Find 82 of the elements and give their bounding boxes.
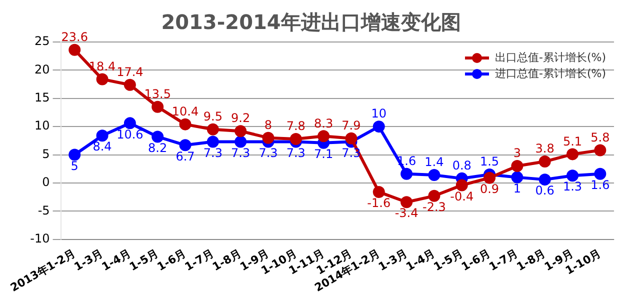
data-label: 5 bbox=[70, 158, 78, 173]
point bbox=[511, 160, 524, 172]
point bbox=[428, 169, 440, 182]
data-label: 9.2 bbox=[231, 111, 250, 126]
data-label: -2.3 bbox=[422, 200, 446, 214]
data-label: 7.3 bbox=[231, 146, 250, 160]
point bbox=[372, 186, 385, 198]
data-label: 7.8 bbox=[286, 119, 306, 134]
point bbox=[566, 170, 579, 182]
data-label: 3.8 bbox=[535, 142, 554, 156]
point bbox=[179, 118, 192, 130]
data-label: 5.1 bbox=[562, 134, 582, 148]
y-tick-label: 0 bbox=[42, 175, 50, 190]
point bbox=[400, 196, 413, 208]
point bbox=[428, 190, 440, 202]
point bbox=[566, 148, 579, 160]
data-label: 0.8 bbox=[452, 158, 472, 173]
point bbox=[262, 132, 274, 144]
data-label: 1.3 bbox=[562, 180, 582, 194]
data-label: 10.6 bbox=[116, 127, 144, 142]
point bbox=[538, 156, 551, 168]
point bbox=[68, 44, 81, 56]
point bbox=[179, 139, 192, 152]
point bbox=[206, 123, 219, 136]
y-tick-label: 20 bbox=[34, 62, 50, 76]
point bbox=[206, 136, 219, 148]
y-tick-label: 10 bbox=[34, 118, 50, 133]
data-label: 8.2 bbox=[148, 140, 168, 155]
legend-label: 进口总值-累计增长(%) bbox=[494, 66, 606, 80]
point bbox=[96, 130, 108, 142]
point bbox=[594, 144, 606, 156]
data-label: 8.4 bbox=[92, 140, 112, 154]
chart-title: 2013-2014年进出口增速变化图 bbox=[161, 10, 461, 34]
data-label: 1.6 bbox=[590, 178, 610, 192]
point bbox=[234, 136, 247, 148]
data-label: 7.3 bbox=[258, 146, 278, 160]
point bbox=[456, 179, 468, 192]
point bbox=[511, 171, 524, 184]
data-label: 10.4 bbox=[172, 104, 199, 118]
data-label: 0.6 bbox=[535, 184, 554, 198]
data-label: 8.3 bbox=[314, 116, 334, 130]
point bbox=[538, 174, 551, 186]
point bbox=[290, 132, 302, 145]
data-label: 8 bbox=[264, 118, 272, 132]
y-tick-label: 15 bbox=[34, 90, 50, 105]
data-label: 23.6 bbox=[61, 30, 88, 44]
data-label: 17.4 bbox=[116, 64, 144, 79]
point bbox=[68, 148, 81, 161]
point bbox=[124, 117, 136, 130]
data-label: 1.4 bbox=[424, 155, 444, 170]
point bbox=[372, 120, 385, 133]
data-label: 13.5 bbox=[144, 86, 171, 101]
data-label: 7.3 bbox=[286, 146, 306, 160]
data-label: 1.5 bbox=[480, 154, 500, 169]
point bbox=[318, 130, 330, 142]
data-label: 7.3 bbox=[203, 146, 222, 160]
data-label: 0.9 bbox=[480, 182, 500, 196]
y-tick-label: 25 bbox=[34, 34, 50, 48]
point bbox=[594, 168, 606, 180]
point bbox=[484, 172, 496, 184]
point bbox=[96, 73, 108, 86]
data-label: -0.4 bbox=[450, 189, 474, 204]
y-tick-label: 5 bbox=[42, 146, 50, 161]
y-tick-label: -10 bbox=[30, 231, 50, 246]
data-label: 3 bbox=[513, 146, 522, 160]
point bbox=[400, 168, 413, 180]
point bbox=[152, 100, 164, 113]
legend-label: 出口总值-累计增长(%) bbox=[494, 50, 606, 64]
data-label: -1.6 bbox=[367, 196, 391, 210]
point bbox=[152, 130, 164, 143]
data-label: 5.8 bbox=[590, 130, 610, 144]
point bbox=[345, 132, 358, 144]
data-label: 7.1 bbox=[314, 147, 334, 162]
data-label: 9.5 bbox=[203, 110, 222, 124]
point bbox=[124, 78, 136, 91]
data-label: 10 bbox=[371, 106, 387, 121]
data-label: 7.9 bbox=[342, 118, 361, 133]
data-label: -3.4 bbox=[394, 206, 418, 220]
point bbox=[234, 125, 247, 138]
data-label: 6.7 bbox=[176, 149, 195, 164]
y-tick-label: -5 bbox=[38, 203, 50, 218]
data-label: 1 bbox=[513, 181, 522, 196]
